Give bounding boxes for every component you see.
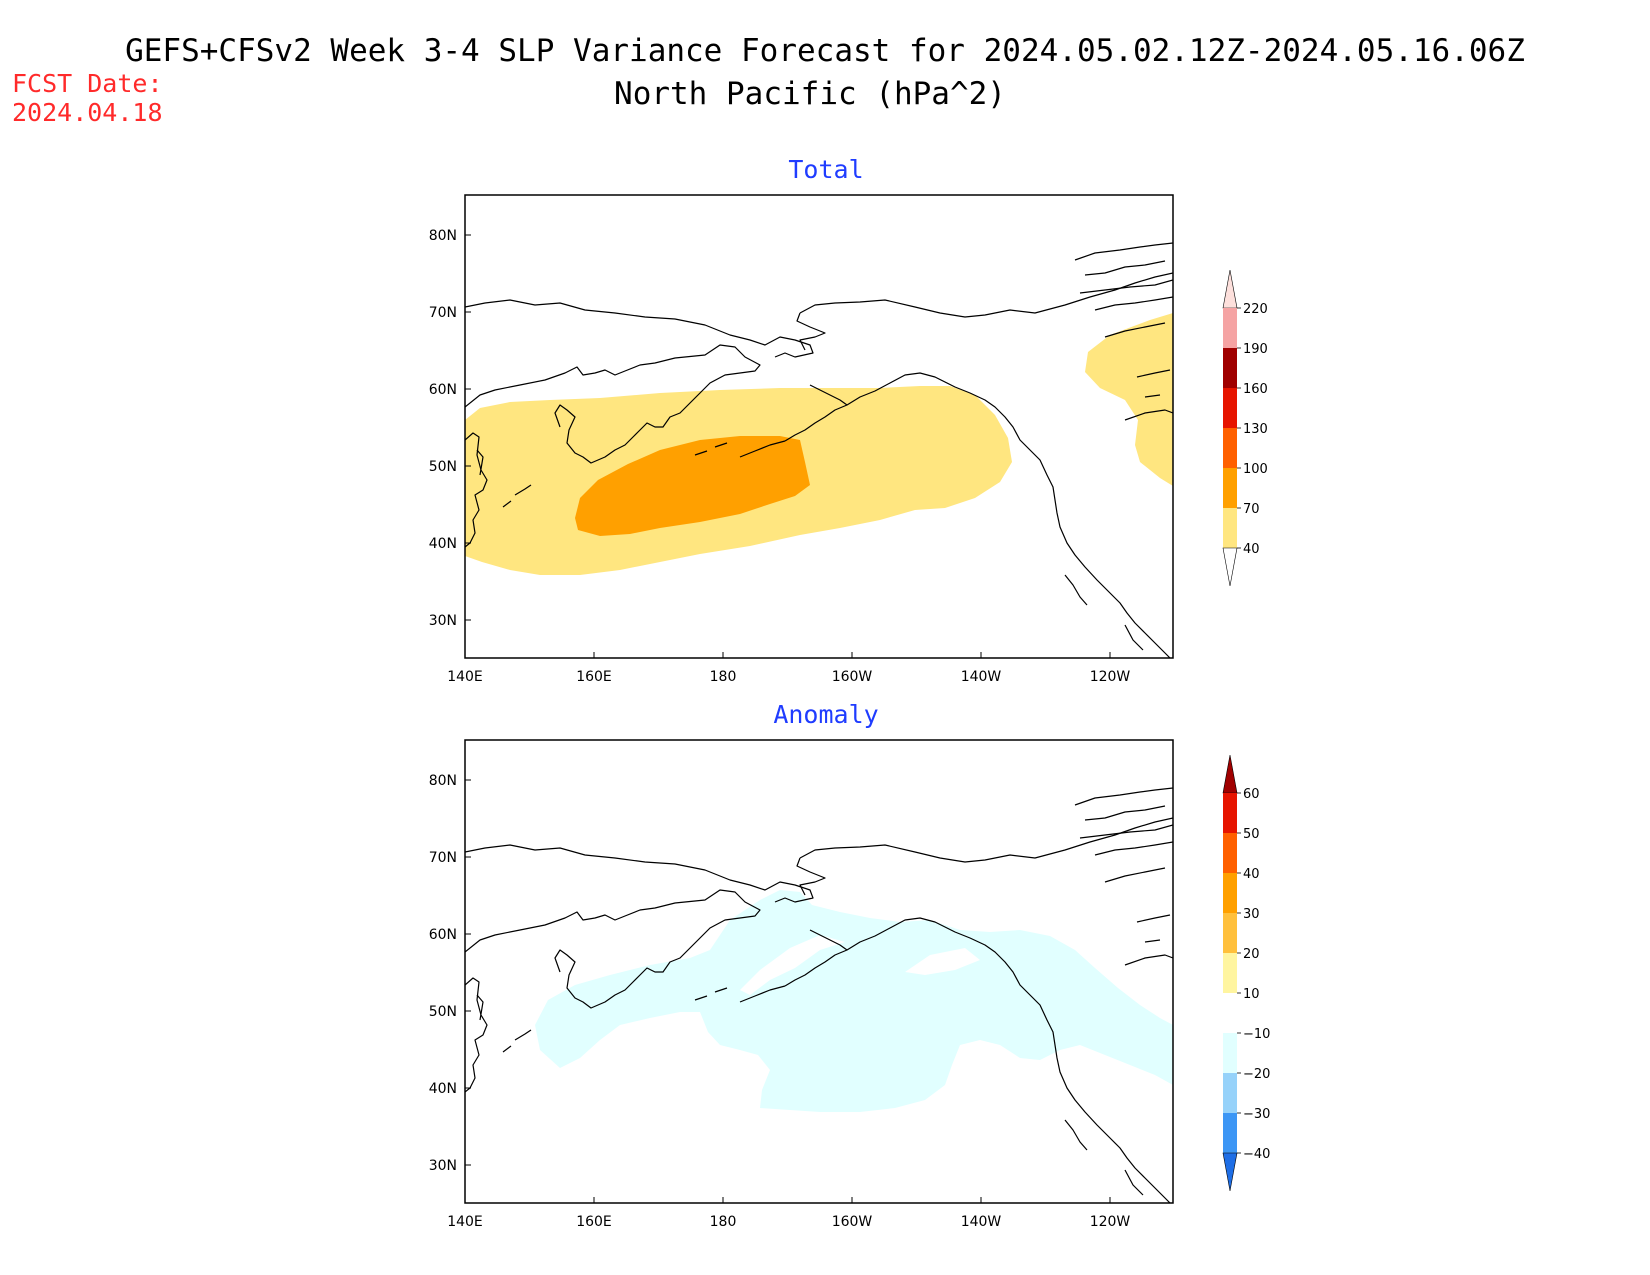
lon-tick-label: 160W xyxy=(832,669,873,685)
colorbar-level-label: 60 xyxy=(1243,787,1260,802)
lon-tick-label: 120W xyxy=(1090,1214,1131,1230)
lat-tick-label: 70N xyxy=(429,305,457,321)
colorbar-total: 220 190 160 130 100 70 40 xyxy=(1222,269,1268,587)
colorbar-segment xyxy=(1223,508,1237,548)
lat-tick-label: 60N xyxy=(429,382,457,398)
lon-axis-total: 140E 160E 180 160W 140W 120W xyxy=(447,652,1130,685)
contour-total-40-70-east xyxy=(1085,313,1173,486)
lat-tick-label: 50N xyxy=(429,1004,457,1020)
colorbar-segment xyxy=(1222,269,1238,309)
map-frame-total xyxy=(464,194,1174,659)
colorbar-level-label: 190 xyxy=(1243,342,1268,357)
map-panel-anomaly xyxy=(464,739,1174,1204)
colorbar-segment xyxy=(1223,308,1237,348)
colorbar-segment xyxy=(1223,873,1237,913)
contour-anomaly-neg10 xyxy=(535,890,1173,1112)
colorbar-segment xyxy=(1223,993,1237,1033)
colorbar-segment xyxy=(1223,388,1237,428)
map-panel-total xyxy=(464,194,1174,659)
colorbar-level-label: 70 xyxy=(1243,502,1260,517)
colorbar-level-label: 20 xyxy=(1243,947,1260,962)
colorbar-level-label: 160 xyxy=(1243,382,1268,397)
lon-tick-label: 140W xyxy=(961,1214,1002,1230)
colorbar-anomaly: 60 50 40 30 20 10 −10 −20 −30 −40 xyxy=(1222,754,1270,1192)
colorbar-level-label: 100 xyxy=(1243,462,1268,477)
colorbar-level-label: −20 xyxy=(1243,1067,1270,1082)
colorbar-segment xyxy=(1223,428,1237,468)
colorbar-segment xyxy=(1223,348,1237,388)
lat-tick-label: 40N xyxy=(429,536,457,552)
colorbar-level-label: 40 xyxy=(1243,542,1260,557)
chart-title-line2: North Pacific (hPa^2) xyxy=(614,76,1006,112)
lon-tick-label: 180 xyxy=(710,669,737,685)
panel-title-total: Total xyxy=(788,155,863,184)
lon-tick-label: 120W xyxy=(1090,669,1131,685)
lat-tick-label: 60N xyxy=(429,927,457,943)
colorbar-segment xyxy=(1223,1113,1237,1153)
map-frame-anomaly xyxy=(464,739,1174,1204)
colorbar-level-label: 130 xyxy=(1243,422,1268,437)
lat-tick-label: 50N xyxy=(429,459,457,475)
lat-axis-total: 80N 70N 60N 50N 40N 30N xyxy=(429,228,471,629)
colorbar-level-label: −40 xyxy=(1243,1147,1270,1162)
lon-tick-label: 160E xyxy=(576,1214,612,1230)
lon-axis-anomaly: 140E 160E 180 160W 140W 120W xyxy=(447,1197,1130,1230)
fcst-date-label: FCST Date: xyxy=(12,69,163,98)
lat-tick-label: 30N xyxy=(429,613,457,629)
lon-tick-label: 180 xyxy=(710,1214,737,1230)
colorbar-segment xyxy=(1223,1033,1237,1073)
lat-tick-label: 30N xyxy=(429,1158,457,1174)
colorbar-segment xyxy=(1223,833,1237,873)
colorbar-segment xyxy=(1223,468,1237,508)
colorbar-segment xyxy=(1223,913,1237,953)
lat-tick-label: 40N xyxy=(429,1081,457,1097)
lat-tick-label: 70N xyxy=(429,850,457,866)
fcst-date-value: 2024.04.18 xyxy=(12,98,163,127)
lon-tick-label: 140W xyxy=(961,669,1002,685)
colorbar-level-label: 50 xyxy=(1243,827,1260,842)
colorbar-level-label: 10 xyxy=(1243,987,1260,1002)
colorbar-segment xyxy=(1222,1152,1238,1192)
panel-title-anomaly: Anomaly xyxy=(773,700,878,729)
colorbar-level-label: 220 xyxy=(1243,302,1268,317)
lat-axis-anomaly: 80N 70N 60N 50N 40N 30N xyxy=(429,773,471,1174)
lon-tick-label: 140E xyxy=(447,669,483,685)
colorbar-segment xyxy=(1223,793,1237,833)
lon-tick-label: 160E xyxy=(576,669,612,685)
lat-tick-label: 80N xyxy=(429,773,457,789)
contour-total-70-100 xyxy=(575,436,810,536)
lon-tick-label: 140E xyxy=(447,1214,483,1230)
lon-tick-label: 160W xyxy=(832,1214,873,1230)
chart-title-line1: GEFS+CFSv2 Week 3-4 SLP Variance Forecas… xyxy=(125,33,1525,69)
colorbar-level-label: 40 xyxy=(1243,867,1260,882)
lat-tick-label: 80N xyxy=(429,228,457,244)
colorbar-segment xyxy=(1223,1073,1237,1113)
colorbar-segment xyxy=(1223,953,1237,993)
colorbar-level-label: −30 xyxy=(1243,1107,1270,1122)
colorbar-segment xyxy=(1222,547,1238,587)
colorbar-segment xyxy=(1222,754,1238,794)
colorbar-level-label: −10 xyxy=(1243,1027,1270,1042)
colorbar-level-label: 30 xyxy=(1243,907,1260,922)
